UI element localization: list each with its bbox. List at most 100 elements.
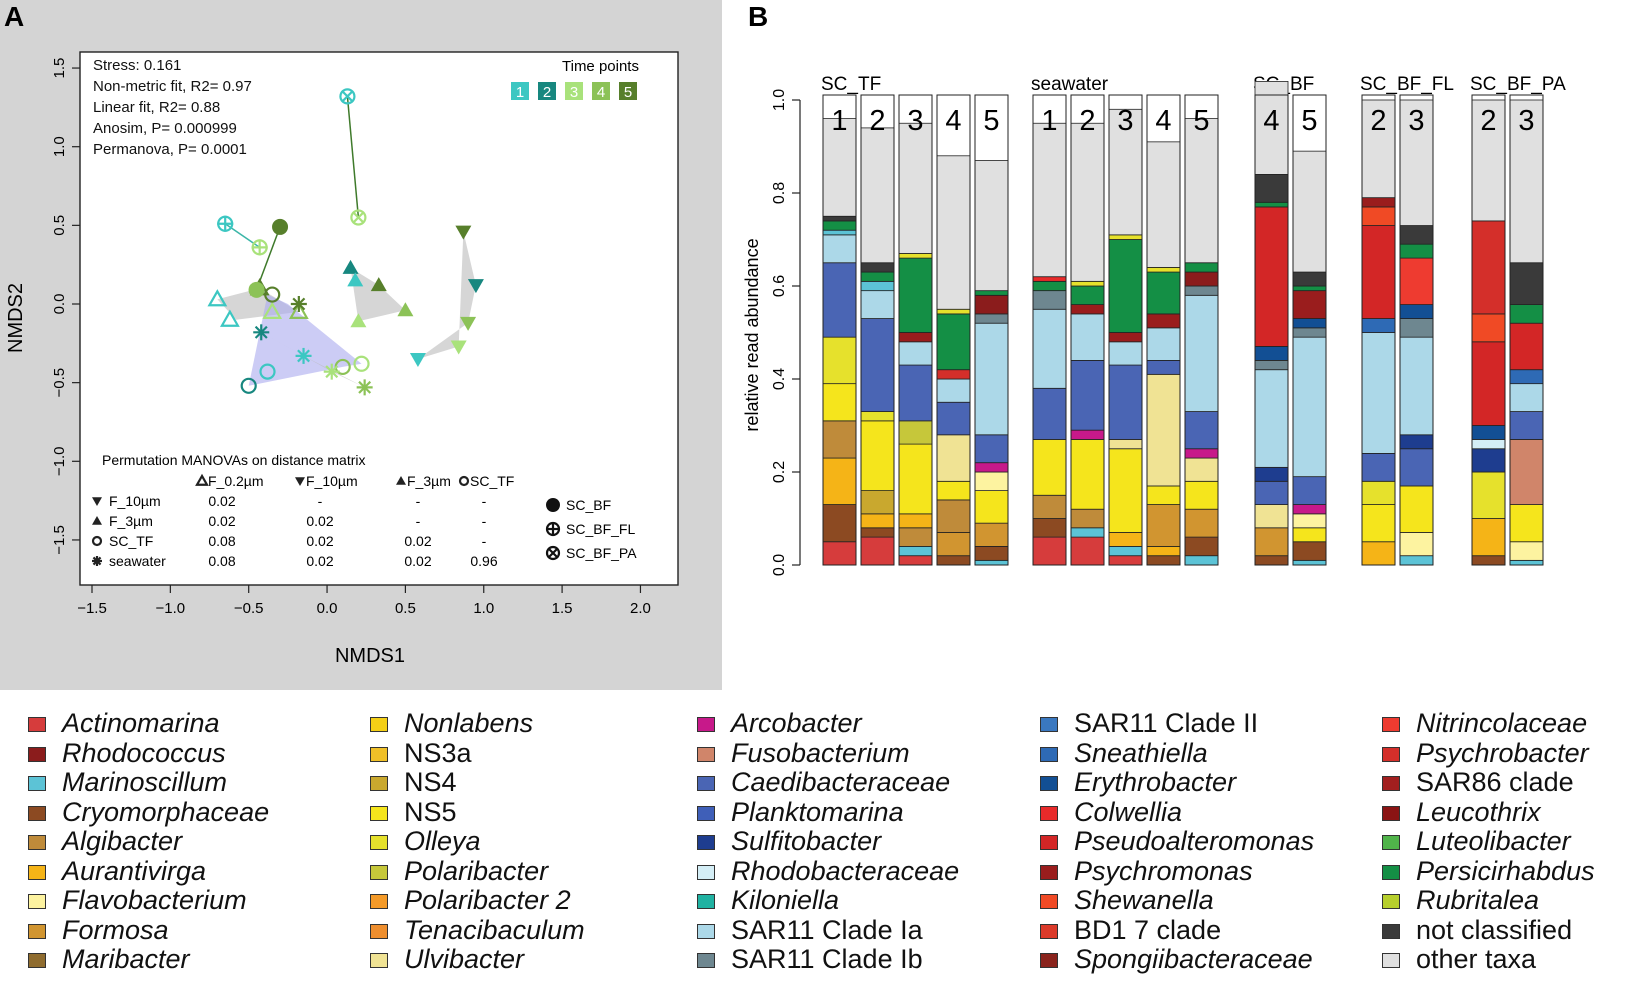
bar-segment [1070,285,1105,306]
bar-outline [1292,94,1327,566]
manova-cell: 0.96 [470,553,497,569]
bar-label: 1 [1041,105,1057,137]
nmds-y-axis: −1.5 −1.0 −0.5 0.0 0.5 1.0 1.5 [51,58,80,555]
point-circle-x [339,88,356,105]
manova-cell: 0.02 [208,493,235,509]
bar-y-axis: 0.0 0.2 0.4 0.6 0.8 1.0 [771,89,801,576]
point-triangle-open [262,301,283,319]
legend-swatch [697,776,715,791]
bar-segment [898,122,933,254]
bar-segment [1146,271,1181,315]
bar-groups: SC_TF12345seawater12345SC_BF45SC_BF_FL23… [821,74,1566,566]
legend-swatch [370,805,388,821]
legend-label: Shewanella [1074,885,1214,915]
manova-cell: 0.08 [208,533,235,549]
marker-bar [341,89,354,103]
legend-label: SAR11 Clade Ib [731,944,923,974]
bar-y-label: relative read abundance [742,238,762,431]
bar-segment [936,369,971,380]
stat-linear-fit: Linear fit, R2= 0.88 [93,99,220,116]
point-circle [546,498,560,512]
bar-outline [1509,94,1544,566]
manova-cell: - [318,493,323,509]
panel-a-label: A [4,1,24,32]
bar-segment [936,532,971,557]
legend-swatch [28,864,46,880]
manova-cell: - [416,493,421,509]
bar-segment [1509,541,1544,561]
legend-label: Marinoscillum [62,767,228,797]
bar-outline [1184,94,1219,566]
bar-segment [1361,480,1396,505]
legend-label: Kiloniella [731,885,840,915]
bar-segment [1032,387,1067,440]
bar-outline [936,94,971,566]
bar-segment [860,527,895,538]
bar-segment [822,336,857,385]
bar-segment [974,471,1009,492]
legend-label: Spongiibacteraceae [1074,944,1313,974]
bar-segment [1399,434,1434,450]
bar-segment [936,480,971,501]
bar-segment [936,434,971,482]
manova-cell: 0.08 [208,553,235,569]
bar-segment [1146,546,1181,557]
legend-label: Tenacibaculum [404,914,585,945]
point-circle-x [350,209,367,226]
bar-segment [1070,122,1105,282]
timepoint-swatch [565,82,583,100]
bar-segment [898,513,933,529]
nmds-y-label: NMDS2 [5,283,27,353]
bar-y-tick-label: 0.8 [771,182,788,204]
y-tick-label: 0.0 [51,294,68,315]
bar-segment [898,257,933,333]
point-triangle-down [92,497,102,506]
point-asterisk [253,324,270,341]
bar-segment [936,499,971,533]
legend-label: Caedibacteraceae [731,767,951,797]
bar-segment [1146,504,1181,547]
bar-label: 2 [1370,105,1386,137]
bar-segment [898,555,933,566]
nmds-x-axis: −1.5 −1.0 −0.5 0.0 0.5 1.0 1.5 2.0 [77,585,651,617]
bar-segment [1032,308,1067,389]
bar-segment [1108,439,1143,450]
legend-label: Erythrobacter [1074,767,1237,797]
legend-label: Rhodococcus [62,737,226,768]
legend-label: Pseudoalteromonas [1074,826,1315,856]
legend-swatch [28,835,46,850]
bar-segment [1254,527,1289,557]
point-circle-plus [217,215,234,232]
manova-row-label: SC_TF [109,533,153,549]
legend-swatch [28,717,46,732]
bar-segment [1070,527,1105,538]
marker-ring [350,209,367,226]
stat-nonmetric-fit: Non-metric fit, R2= 0.97 [93,78,252,95]
bar-segment [822,457,857,505]
bar-segment [1070,536,1105,566]
legend-label: NS5 [404,796,457,827]
nmds-plot-area [79,51,679,586]
bar-segment [1292,559,1327,566]
bar-segment [1361,206,1396,226]
legend-label: Aurantivirga [62,855,207,886]
legend-label: Rubritalea [1416,885,1540,915]
bar-segment [1108,108,1143,236]
x-tick-label: 2.0 [630,600,651,617]
bar-segment [1399,225,1434,245]
timepoint-label: 2 [543,84,551,101]
bar-outline [1361,94,1396,566]
manova-cell: 0.02 [404,533,431,549]
bar-y-tick-label: 0.6 [771,275,788,297]
bar-segment [1184,508,1219,538]
bar-segment [1146,266,1181,273]
bar-segment [1471,518,1506,557]
bar-y-tick-label: 0.0 [771,554,788,576]
bar-segment [1184,294,1219,412]
shape-legend-label: SC_BF_FL [566,521,635,537]
bar-outline [1254,94,1289,566]
timepoint-swatch [538,82,556,100]
legend-label: not classified [1416,914,1573,945]
bar-segment [1108,546,1143,557]
legend-label: NS4 [404,767,457,797]
